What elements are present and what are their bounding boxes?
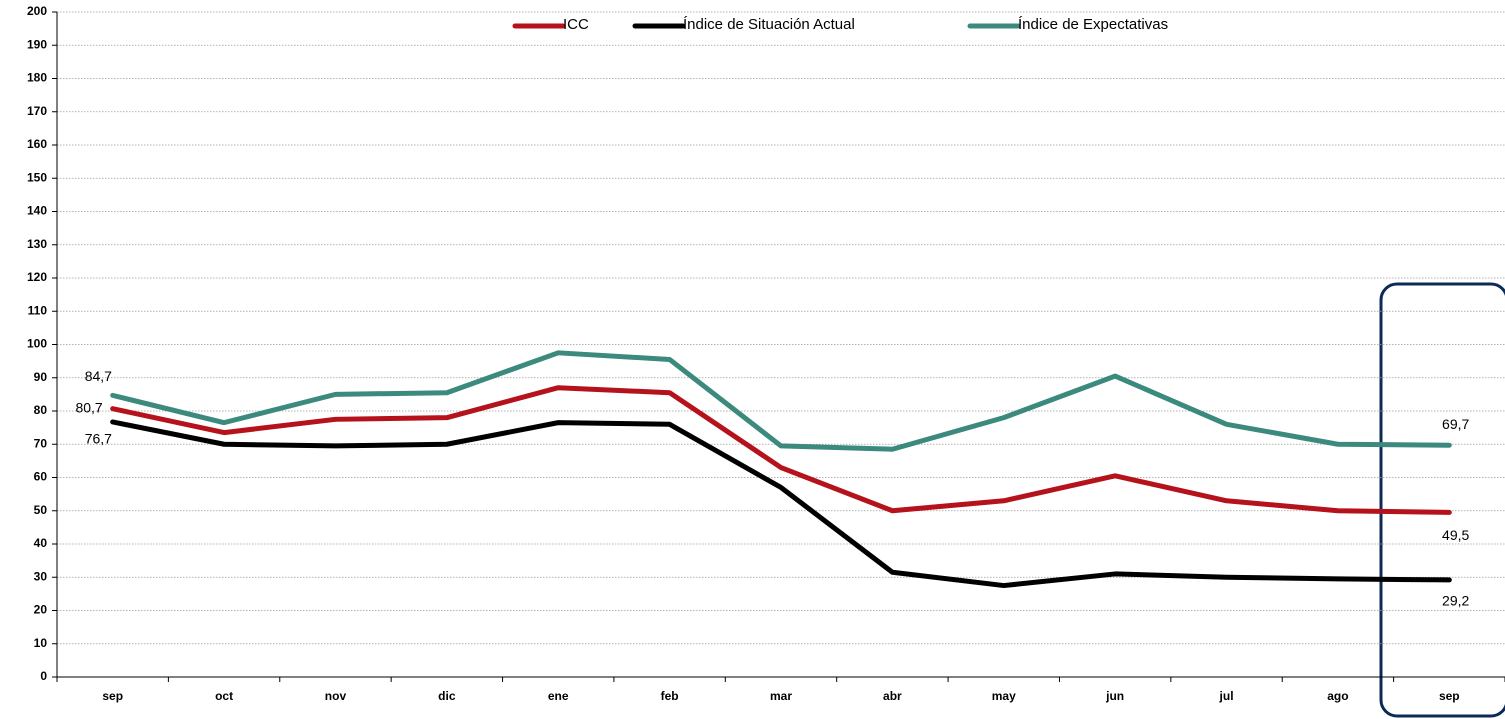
data-label: 80,7 xyxy=(75,399,102,415)
y-tick-label: 70 xyxy=(34,436,48,450)
series-line xyxy=(110,385,1452,515)
y-tick-label: 30 xyxy=(34,569,48,583)
y-tick-label: 20 xyxy=(34,603,48,617)
y-tick-label: 90 xyxy=(34,370,48,384)
x-tick-label: dic xyxy=(438,689,456,703)
y-tick-label: 130 xyxy=(27,237,47,251)
x-tick-label: sep xyxy=(102,689,123,703)
y-tick-label: 60 xyxy=(34,470,48,484)
x-tick-label: oct xyxy=(215,689,233,703)
y-tick-label: 0 xyxy=(40,669,47,683)
x-tick-label: abr xyxy=(883,689,902,703)
y-tick-label: 200 xyxy=(27,4,47,18)
y-tick-label: 170 xyxy=(27,104,47,118)
y-tick-label: 110 xyxy=(28,303,48,317)
x-tick-label: jun xyxy=(1105,689,1124,703)
y-tick-label: 150 xyxy=(27,170,47,184)
y-tick-label: 80 xyxy=(34,403,48,417)
x-tick-label: feb xyxy=(661,689,679,703)
y-tick-label: 180 xyxy=(27,71,47,85)
y-tick-label: 120 xyxy=(27,270,47,284)
y-tick-label: 160 xyxy=(27,137,47,151)
data-label: 84,7 xyxy=(85,368,112,384)
x-tick-label: sep xyxy=(1439,689,1460,703)
x-tick-label: mar xyxy=(770,689,792,703)
x-tick-label: ago xyxy=(1327,689,1348,703)
data-label: 76,7 xyxy=(85,431,112,447)
data-label: 69,7 xyxy=(1442,416,1469,432)
legend-label: ICC xyxy=(563,16,589,33)
x-tick-label: ene xyxy=(548,689,569,703)
legend-label: Índice de Situación Actual xyxy=(683,16,855,33)
data-label: 49,5 xyxy=(1442,527,1469,543)
y-tick-label: 50 xyxy=(34,503,48,517)
y-tick-label: 190 xyxy=(27,37,47,51)
highlight-box xyxy=(1379,282,1505,718)
data-label: 29,2 xyxy=(1442,593,1469,609)
y-tick-label: 100 xyxy=(27,337,47,351)
y-tick-label: 140 xyxy=(27,204,47,218)
legend-label: Índice de Expectativas xyxy=(1018,16,1168,33)
series-line xyxy=(110,350,1452,452)
y-tick-label: 10 xyxy=(34,636,48,650)
x-tick-label: nov xyxy=(325,689,347,703)
series-line xyxy=(110,419,1452,589)
x-tick-label: jul xyxy=(1219,689,1234,703)
x-tick-label: may xyxy=(992,689,1016,703)
y-tick-label: 40 xyxy=(34,536,48,550)
